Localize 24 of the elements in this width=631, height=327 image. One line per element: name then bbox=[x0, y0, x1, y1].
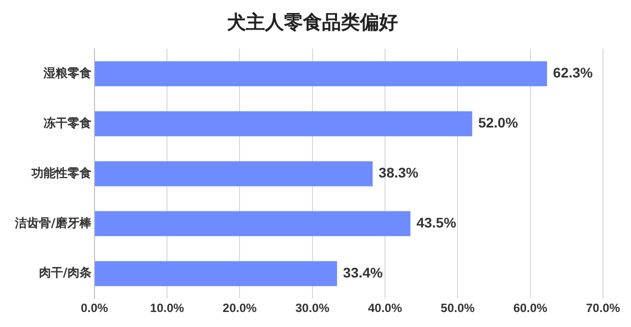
x-tick-label: 20.0% bbox=[222, 301, 258, 316]
x-tick-label: 30.0% bbox=[295, 301, 330, 316]
data-label: 62.3% bbox=[553, 64, 594, 81]
bar bbox=[94, 211, 410, 236]
y-tick-label: 洁齿骨/磨牙棒 bbox=[14, 216, 92, 230]
data-label: 52.0% bbox=[478, 114, 518, 131]
data-label: 43.5% bbox=[416, 214, 457, 231]
x-tick-label: 60.0% bbox=[513, 301, 548, 316]
y-tick-label: 湿粮零食 bbox=[42, 66, 92, 80]
y-tick-label: 冻干零食 bbox=[43, 116, 92, 130]
x-tick-label: 50.0% bbox=[440, 301, 476, 316]
bar bbox=[94, 261, 338, 286]
data-label: 33.4% bbox=[343, 264, 384, 280]
x-tick-label: 10.0% bbox=[150, 301, 184, 316]
x-tick-label: 40.0% bbox=[368, 301, 402, 316]
bar bbox=[94, 111, 472, 136]
x-tick-label: 70.0% bbox=[586, 301, 620, 316]
data-label: 38.3% bbox=[378, 164, 419, 181]
y-tick-label: 肉干/肉条 bbox=[38, 266, 92, 280]
chart-title: 犬主人零食品类偏好 bbox=[226, 11, 398, 34]
x-tick-label: 0.0% bbox=[80, 301, 108, 316]
bar bbox=[94, 161, 373, 186]
y-tick-label: 功能性零食 bbox=[30, 166, 92, 180]
bar bbox=[94, 61, 548, 86]
